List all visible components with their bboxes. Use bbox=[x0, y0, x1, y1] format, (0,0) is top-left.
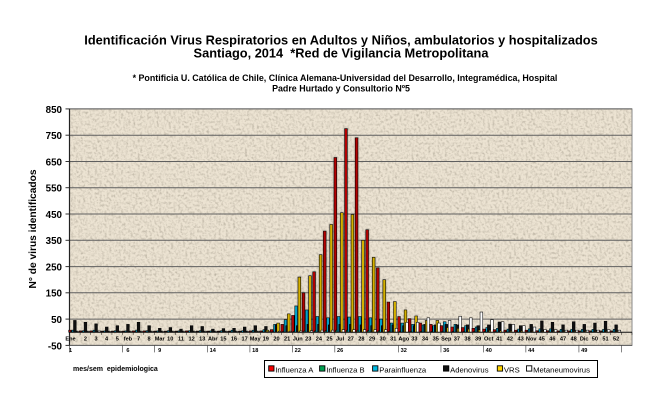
svg-text:40: 40 bbox=[486, 348, 492, 354]
svg-text:9: 9 bbox=[158, 348, 161, 354]
svg-text:mes/sem epidemiologica: mes/sem epidemiologica bbox=[73, 366, 158, 373]
svg-text:* Pontificia U. Católica de Ch: * Pontificia U. Católica de Chile, Clíni… bbox=[133, 73, 558, 83]
svg-text:14: 14 bbox=[210, 348, 217, 354]
svg-text:21: 21 bbox=[284, 337, 290, 343]
svg-text:850: 850 bbox=[46, 105, 63, 116]
svg-text:VRS: VRS bbox=[504, 365, 520, 374]
svg-text:Metaneumovirus: Metaneumovirus bbox=[533, 365, 590, 374]
svg-text:24: 24 bbox=[316, 337, 323, 343]
svg-text:36: 36 bbox=[443, 348, 449, 354]
svg-text:Nov: Nov bbox=[526, 337, 537, 343]
svg-text:44: 44 bbox=[528, 348, 535, 354]
svg-text:42: 42 bbox=[507, 337, 513, 343]
svg-text:Jul: Jul bbox=[336, 337, 345, 343]
svg-text:5: 5 bbox=[116, 337, 119, 343]
svg-text:30: 30 bbox=[379, 337, 385, 343]
svg-text:4: 4 bbox=[105, 337, 109, 343]
svg-text:Ago: Ago bbox=[398, 337, 409, 343]
svg-text:31: 31 bbox=[390, 337, 396, 343]
svg-text:2: 2 bbox=[84, 337, 87, 343]
svg-text:350: 350 bbox=[46, 236, 63, 247]
svg-text:May: May bbox=[250, 337, 262, 343]
svg-text:N° de virus identificados: N° de virus identificados bbox=[28, 169, 39, 288]
svg-text:Ene: Ene bbox=[65, 337, 75, 343]
svg-text:Identificación Virus Respirato: Identificación Virus Respiratorios en Ad… bbox=[84, 33, 597, 48]
svg-text:25: 25 bbox=[326, 337, 332, 343]
svg-text:550: 550 bbox=[46, 184, 63, 195]
svg-text:49: 49 bbox=[581, 348, 587, 354]
svg-text:27: 27 bbox=[348, 337, 354, 343]
svg-text:28: 28 bbox=[358, 337, 364, 343]
svg-text:17: 17 bbox=[241, 337, 247, 343]
svg-text:Influenza A: Influenza A bbox=[275, 365, 314, 374]
svg-text:-50: -50 bbox=[48, 341, 63, 352]
svg-text:32: 32 bbox=[401, 348, 407, 354]
svg-text:51: 51 bbox=[602, 337, 608, 343]
svg-text:feb: feb bbox=[124, 337, 133, 343]
svg-text:7: 7 bbox=[137, 337, 140, 343]
svg-text:18: 18 bbox=[252, 348, 258, 354]
svg-text:46: 46 bbox=[549, 337, 555, 343]
svg-text:45: 45 bbox=[539, 337, 545, 343]
svg-text:1: 1 bbox=[69, 348, 72, 354]
svg-text:50: 50 bbox=[51, 315, 62, 326]
svg-text:150: 150 bbox=[46, 289, 63, 300]
svg-text:37: 37 bbox=[454, 337, 460, 343]
svg-text:10: 10 bbox=[167, 337, 173, 343]
svg-text:15: 15 bbox=[220, 337, 226, 343]
svg-text:13: 13 bbox=[199, 337, 205, 343]
svg-text:38: 38 bbox=[464, 337, 470, 343]
svg-text:8: 8 bbox=[148, 337, 151, 343]
svg-text:Influenza B: Influenza B bbox=[326, 365, 364, 374]
svg-text:35: 35 bbox=[433, 337, 439, 343]
svg-text:39: 39 bbox=[475, 337, 481, 343]
svg-text:Adenovirus: Adenovirus bbox=[450, 365, 489, 374]
svg-text:Dic: Dic bbox=[580, 337, 589, 343]
svg-text:750: 750 bbox=[46, 131, 63, 142]
svg-text:20: 20 bbox=[273, 337, 279, 343]
svg-text:250: 250 bbox=[46, 263, 63, 274]
svg-text:450: 450 bbox=[46, 210, 63, 221]
svg-text:11: 11 bbox=[178, 337, 184, 343]
svg-text:Mar: Mar bbox=[155, 337, 166, 343]
svg-text:Jun: Jun bbox=[293, 337, 304, 343]
svg-text:Oct: Oct bbox=[484, 337, 493, 343]
svg-text:23: 23 bbox=[305, 337, 311, 343]
svg-text:47: 47 bbox=[560, 337, 566, 343]
svg-text:50: 50 bbox=[592, 337, 598, 343]
svg-text:29: 29 bbox=[369, 337, 375, 343]
svg-text:650: 650 bbox=[46, 157, 63, 168]
svg-text:Santiago, 2014 *Red de Vigila: Santiago, 2014 *Red de Vigilancia Metrop… bbox=[194, 46, 490, 61]
svg-text:3: 3 bbox=[94, 337, 97, 343]
svg-text:41: 41 bbox=[496, 337, 502, 343]
svg-text:22: 22 bbox=[295, 348, 301, 354]
svg-text:48: 48 bbox=[570, 337, 576, 343]
svg-text:19: 19 bbox=[263, 337, 269, 343]
svg-text:26: 26 bbox=[337, 348, 343, 354]
svg-text:Sep: Sep bbox=[441, 337, 452, 343]
svg-text:12: 12 bbox=[188, 337, 194, 343]
svg-text:Abr: Abr bbox=[208, 337, 218, 343]
svg-text:6: 6 bbox=[126, 348, 129, 354]
svg-text:52: 52 bbox=[613, 337, 619, 343]
svg-text:43: 43 bbox=[517, 337, 523, 343]
svg-text:33: 33 bbox=[411, 337, 417, 343]
svg-text:34: 34 bbox=[422, 337, 429, 343]
svg-text:Parainfluenza: Parainfluenza bbox=[379, 365, 427, 374]
svg-text:16: 16 bbox=[231, 337, 237, 343]
svg-text:Padre Hurtado y Consultorio Nº: Padre Hurtado y Consultorio Nº5 bbox=[272, 84, 410, 94]
